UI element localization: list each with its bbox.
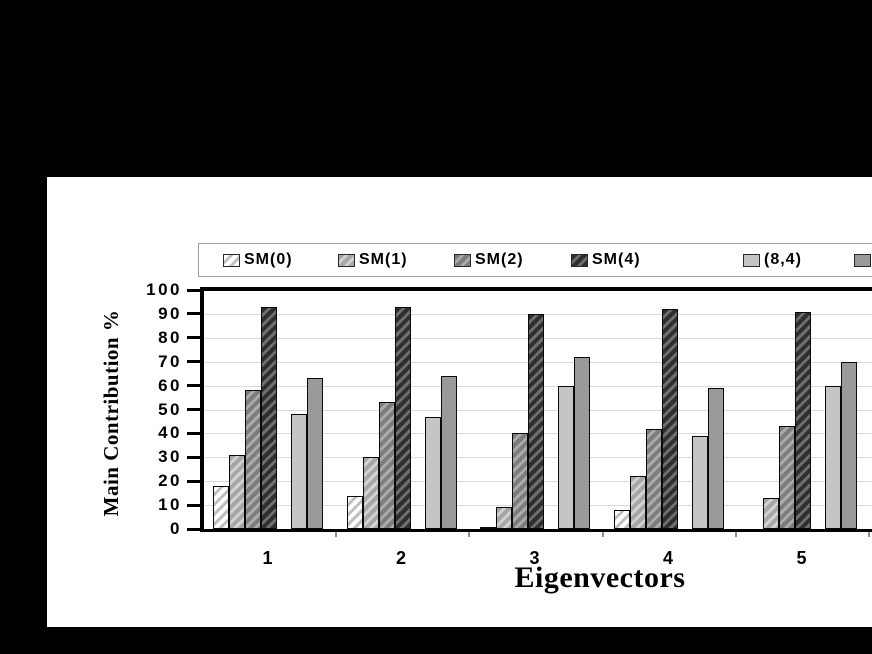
y-tick-mark <box>187 360 200 364</box>
legend-item: ( <box>854 244 872 276</box>
matte-border-left <box>0 177 47 627</box>
bar-SM4-x5 <box>795 312 811 529</box>
bar-84-x2 <box>424 417 441 529</box>
bar-84-x4 <box>691 436 708 529</box>
legend-item: SM(0) <box>223 244 293 276</box>
bar-SM2-x1 <box>245 390 261 529</box>
bar-SM4-x1 <box>261 307 277 529</box>
y-tick-mark <box>187 503 200 507</box>
matte-border-top <box>0 0 872 177</box>
y-tick-label: 20 <box>158 471 182 491</box>
bar--x5 <box>841 362 857 529</box>
matte-border-bottom <box>0 627 872 654</box>
legend-swatch <box>454 253 471 267</box>
y-axis-title: Main Contribution % <box>99 309 123 517</box>
bar-84-x3 <box>558 386 574 529</box>
bar-SM1-x4 <box>629 476 646 529</box>
y-tick-label: 60 <box>158 375 182 395</box>
y-tick-label: 40 <box>158 423 182 443</box>
x-category-label: 4 <box>662 548 674 568</box>
y-tick-mark <box>187 408 200 411</box>
legend-swatch <box>571 253 588 267</box>
y-tick-label: 100 <box>146 280 182 299</box>
legend-label: SM(0) <box>244 251 293 268</box>
y-tick-mark <box>187 431 200 435</box>
y-tick-label: 30 <box>158 447 182 467</box>
bar-SM2-x5 <box>779 426 795 529</box>
bar--x4 <box>707 388 724 529</box>
bar--x2 <box>440 376 457 529</box>
legend-item: SM(1) <box>338 244 408 276</box>
y-tick-mark <box>187 312 200 316</box>
legend-swatch <box>223 253 240 267</box>
y-tick-mark <box>187 336 200 340</box>
legend-item: (8,4) <box>743 244 802 276</box>
bar-SM1-x3 <box>496 507 512 529</box>
y-tick-label: 70 <box>158 351 182 371</box>
x-tick-mark <box>335 532 337 537</box>
bar-84-x5 <box>825 386 841 529</box>
x-tick-mark <box>602 532 604 537</box>
x-category-label: 1 <box>262 548 274 568</box>
bar-SM1-x2 <box>362 457 379 529</box>
bar-SM0-x1 <box>213 486 229 529</box>
bar--x1 <box>307 378 323 529</box>
x-tick-mark <box>468 532 470 537</box>
y-tick-label: 50 <box>158 399 182 419</box>
bar-84-x1 <box>291 414 307 529</box>
chart-legend: SM(0) SM(1) SM(2) SM(4) (8,4) ( <box>198 243 872 277</box>
y-tick-label: 90 <box>158 303 182 323</box>
y-tick-label: 80 <box>158 327 182 347</box>
y-tick-mark <box>187 384 200 388</box>
bar--x3 <box>574 357 590 529</box>
bar-SM2-x2 <box>378 402 395 529</box>
bar-SM4-x4 <box>661 309 678 529</box>
x-axis-title: Eigenvectors <box>514 561 686 594</box>
x-category-label: 3 <box>529 548 541 568</box>
x-tick-mark <box>735 532 737 537</box>
y-tick-label: 0 <box>170 519 182 538</box>
bar-SM0-x4 <box>613 510 630 529</box>
legend-swatch <box>854 253 871 267</box>
y-tick-mark <box>187 288 200 292</box>
y-tick-mark <box>187 527 200 531</box>
legend-swatch <box>338 253 355 267</box>
legend-label: SM(4) <box>592 251 641 268</box>
y-tick-label: 10 <box>158 495 182 515</box>
x-category-label: 5 <box>796 548 808 568</box>
legend-label: SM(1) <box>359 251 408 268</box>
bar-SM0-x2 <box>346 496 363 529</box>
x-axis-spine <box>200 529 872 532</box>
bar-SM1-x5 <box>763 498 779 529</box>
legend-label: (8,4) <box>764 251 802 268</box>
bar-SM0-x3 <box>480 527 496 529</box>
bar-SM1-x1 <box>229 455 245 529</box>
plot-frame-top <box>200 287 872 291</box>
legend-swatch <box>743 253 760 267</box>
legend-label: SM(2) <box>475 251 524 268</box>
y-tick-mark <box>187 479 200 483</box>
y-axis-spine <box>200 287 204 532</box>
legend-item: SM(4) <box>571 244 641 276</box>
bar-SM2-x4 <box>645 429 662 529</box>
x-category-label: 2 <box>395 548 407 568</box>
y-tick-mark <box>187 455 200 459</box>
bar-SM4-x2 <box>394 307 411 529</box>
x-tick-mark <box>868 532 870 537</box>
bar-SM4-x3 <box>528 314 544 529</box>
legend-item: SM(2) <box>454 244 524 276</box>
bar-SM2-x3 <box>512 433 528 529</box>
